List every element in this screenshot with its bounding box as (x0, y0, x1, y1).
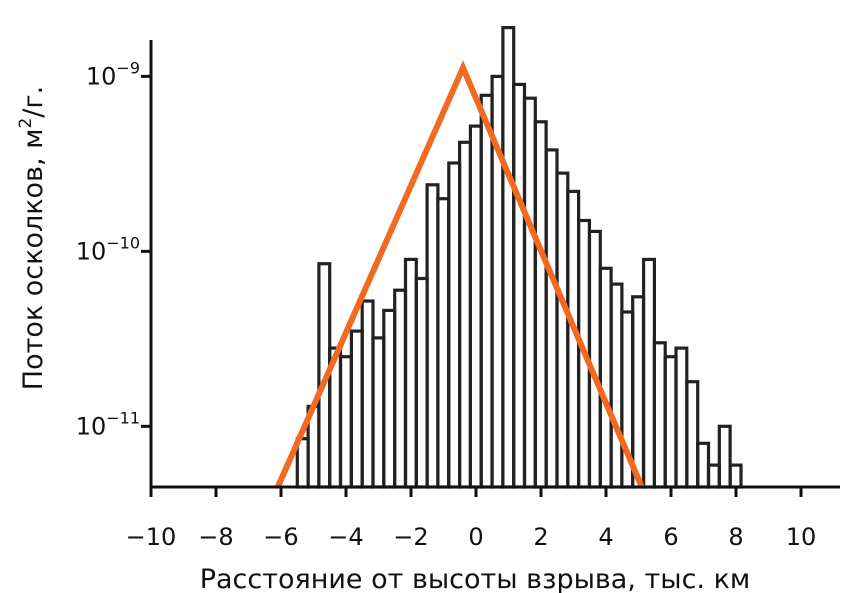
histogram-bar (641, 257, 656, 489)
fit-line (275, 60, 645, 489)
x-tick-label: 6 (663, 523, 678, 551)
x-tick-label: 4 (598, 523, 613, 551)
histogram-bar (393, 288, 408, 489)
histogram-bar (663, 355, 678, 489)
histogram-bar (674, 346, 689, 489)
histogram (295, 26, 743, 489)
x-tick-label: −6 (263, 523, 298, 551)
histogram-bar (501, 26, 516, 489)
histogram-bar (447, 161, 462, 489)
histogram-bar (555, 171, 570, 489)
histogram-bar (696, 441, 711, 489)
histogram-bar (414, 276, 429, 489)
y-tick-label: 10−9 (86, 58, 140, 90)
x-axis-label: Расстояние от высоты взрыва, тыс. км (200, 564, 751, 593)
histogram-bar (587, 229, 602, 489)
y-axis-label-tail: /г. (18, 86, 49, 118)
histogram-bar (468, 124, 483, 489)
y-axis-label-sup: 2 (16, 118, 36, 129)
histogram-bar (685, 380, 700, 489)
histogram-bar (360, 299, 375, 489)
histogram-bar (533, 120, 548, 489)
histogram-bar (338, 355, 353, 489)
histogram-bar (436, 197, 451, 489)
y-tick-label: 10−11 (76, 408, 140, 440)
histogram-bar (706, 463, 721, 489)
histogram-bar (512, 82, 527, 489)
axes (141, 40, 840, 497)
x-tick-label: −4 (328, 523, 363, 551)
tick-labels: −10 −8 −6 −4 −2 0 2 4 6 8 10 10−9 10−10 10−11 (76, 58, 817, 551)
x-tick-label: 0 (468, 523, 483, 551)
histogram-bar (717, 424, 732, 489)
histogram-bar (598, 266, 613, 489)
y-axis-label: Поток осколков, м2/г. (16, 86, 49, 390)
y-axis-label-base: Поток осколков, м (18, 129, 49, 391)
x-tick-label: −8 (198, 523, 233, 551)
histogram-bar (382, 308, 397, 489)
x-tick-label: −2 (393, 523, 428, 551)
histogram-bar (631, 295, 646, 489)
histogram-bar (544, 148, 559, 489)
histogram-bar (609, 282, 624, 489)
histogram-bar (458, 140, 473, 489)
histogram-bar (652, 341, 667, 489)
histogram-bar (349, 329, 364, 489)
histogram-bar (371, 336, 386, 489)
histogram-bar (522, 96, 537, 489)
y-tick-label: 10−10 (76, 233, 140, 265)
histogram-bar (728, 463, 743, 489)
x-tick-label: 2 (533, 523, 548, 551)
x-tick-label: 10 (786, 523, 817, 551)
histogram-bar (425, 183, 440, 489)
x-tick-label: 8 (728, 523, 743, 551)
x-tick-label: −10 (126, 523, 177, 551)
histogram-bar (479, 93, 494, 489)
histogram-bar (403, 257, 418, 489)
fit-line-group (275, 60, 645, 489)
